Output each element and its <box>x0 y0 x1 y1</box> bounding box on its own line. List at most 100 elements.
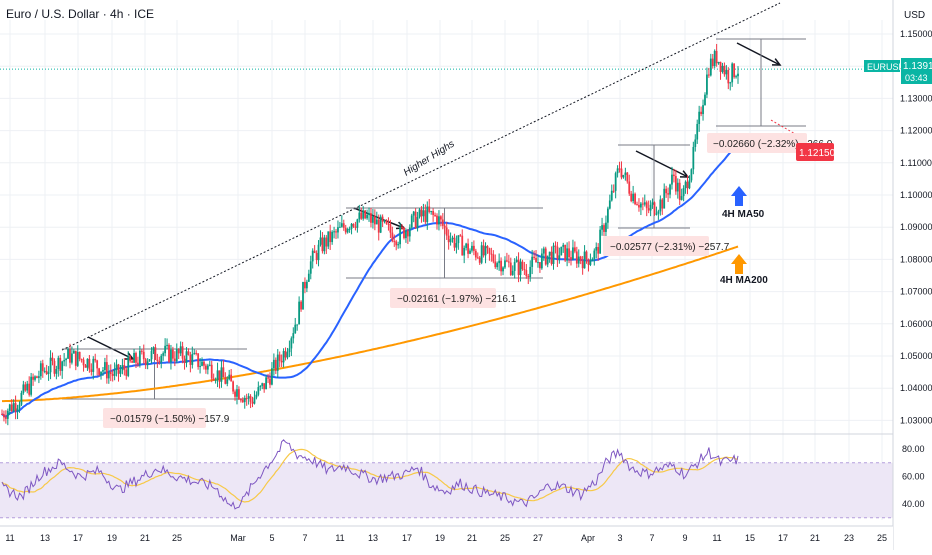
measurement-4: −0.02660 (−2.32%) −266.0 <box>707 133 833 153</box>
candle-body <box>239 399 242 401</box>
candle-body <box>36 376 38 378</box>
arrow-drawing-head <box>771 58 782 66</box>
candle-body <box>579 256 582 261</box>
candle-body <box>199 365 201 367</box>
candle-body <box>47 372 50 374</box>
candle-body <box>575 251 578 264</box>
candle-body <box>671 174 673 185</box>
candle-body <box>535 257 537 263</box>
candle-body <box>723 65 726 75</box>
rsi-tick: 80.00 <box>902 444 925 454</box>
candles-series <box>1 43 739 426</box>
time-tick: 19 <box>435 533 445 543</box>
currency-label[interactable]: USD <box>904 10 925 21</box>
candle-body <box>570 257 572 260</box>
candle-body <box>344 227 347 233</box>
candle-body <box>133 353 135 363</box>
candle-body <box>696 123 699 140</box>
candle-body <box>733 63 736 78</box>
candle-body <box>568 248 570 258</box>
candle-body <box>164 345 167 354</box>
candle-body <box>193 352 196 355</box>
candle-body <box>370 213 372 223</box>
candle-body <box>704 94 706 106</box>
time-tick: 17 <box>778 533 788 543</box>
candle-body <box>463 247 466 256</box>
candle-body <box>263 383 266 390</box>
candle-body <box>459 235 462 237</box>
candle-body <box>412 211 415 216</box>
candle-body <box>109 372 112 374</box>
candle-body <box>206 365 209 370</box>
candle-body <box>539 262 541 269</box>
price-tick: 1.12000 <box>900 126 932 136</box>
time-tick: 13 <box>368 533 378 543</box>
candle-body <box>57 357 60 370</box>
candle-body <box>573 247 576 252</box>
candle-body <box>583 251 586 269</box>
candle-body <box>418 209 421 218</box>
candle-body <box>472 245 475 251</box>
candle-body <box>131 361 134 363</box>
candle-body <box>311 250 314 262</box>
candle-body <box>408 227 411 237</box>
candle-body <box>98 368 100 375</box>
time-axis-bg <box>0 526 893 550</box>
candle-body <box>717 61 720 64</box>
candle-body <box>581 260 584 269</box>
candle-body <box>490 253 493 255</box>
candle-body <box>212 378 215 381</box>
chart-title: Euro / U.S. Dollar · 4h · ICE <box>6 7 155 21</box>
candle-body <box>500 260 502 272</box>
candle-body <box>354 226 357 228</box>
candle-body <box>356 219 359 228</box>
time-tick: 9 <box>682 533 687 543</box>
rsi-ma-line <box>1 448 739 503</box>
candle-body <box>686 181 689 189</box>
candle-body <box>403 227 405 239</box>
arrow-drawing <box>635 150 689 178</box>
candle-body <box>624 172 627 175</box>
candle-body <box>678 182 681 200</box>
candle-body <box>208 364 211 366</box>
candle-body <box>375 219 378 225</box>
candle-body <box>537 262 539 264</box>
candle-body <box>104 362 106 371</box>
countdown: 03:43 <box>905 73 928 83</box>
candle-body <box>589 261 592 265</box>
rsi-tick: 60.00 <box>902 472 925 482</box>
candle-body <box>707 74 710 76</box>
candle-body <box>432 211 435 215</box>
candle-body <box>238 389 240 400</box>
candle-body <box>168 344 170 362</box>
time-tick: 11 <box>5 533 14 543</box>
candle-body <box>274 359 277 371</box>
arrow-drawing <box>87 336 134 360</box>
candle-body <box>257 387 260 395</box>
candle-body <box>294 324 297 334</box>
candle-body <box>360 212 363 219</box>
candle-body <box>622 174 625 178</box>
candle-body <box>439 216 442 220</box>
measurement-3-text: −0.02577 (−2.31%) −257.7 <box>610 242 730 253</box>
candle-body <box>401 227 403 229</box>
candle-body <box>690 169 693 181</box>
candle-body <box>74 350 77 366</box>
time-tick: 21 <box>467 533 477 543</box>
candle-body <box>69 349 71 363</box>
candle-body <box>612 190 615 192</box>
candle-body <box>721 65 724 72</box>
candle-body <box>368 213 370 215</box>
candle-body <box>84 365 87 368</box>
time-axis[interactable]: 11 13 17 19 21 25 Mar 5 7 11 13 17 19 21 25 27 Apr 3 7 9 11 1… <box>0 525 893 550</box>
candle-body <box>441 219 444 226</box>
rsi-band <box>0 462 893 518</box>
rsi-tick: 40.00 <box>902 499 925 509</box>
candle-body <box>554 245 557 247</box>
candle-body <box>620 168 623 178</box>
candle-body <box>313 250 316 253</box>
candle-body <box>226 379 229 384</box>
candle-body <box>247 396 250 399</box>
